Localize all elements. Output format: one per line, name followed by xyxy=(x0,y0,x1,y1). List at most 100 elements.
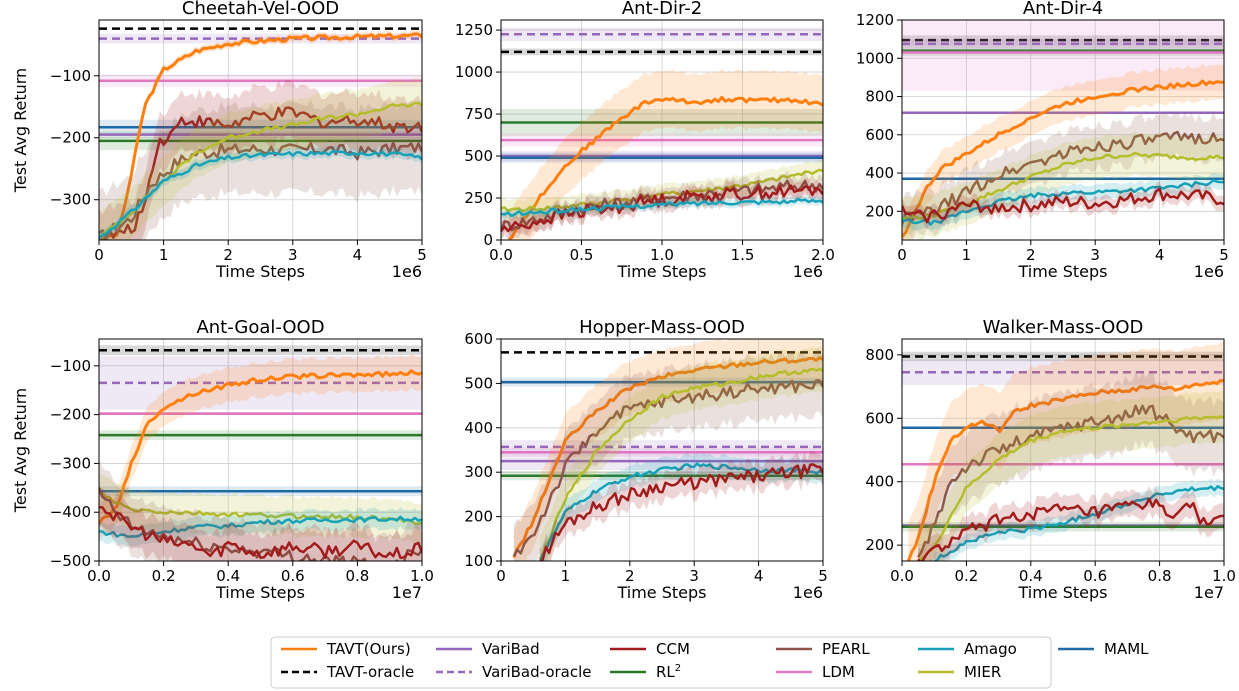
line-ccm xyxy=(501,184,823,233)
x-axis-scale: 1e6 xyxy=(392,262,422,281)
y-tick-label: 100 xyxy=(464,552,493,570)
axes-frame xyxy=(98,338,423,562)
band-mier xyxy=(501,159,823,222)
line-ccm xyxy=(902,187,1224,224)
x-tick-label: 1 xyxy=(159,246,169,264)
x-tick-label: 0.0 xyxy=(87,567,111,585)
chart-title: Ant-Goal-OOD xyxy=(196,317,324,338)
x-tick-label: 4 xyxy=(353,246,363,264)
x-tick-label: 5 xyxy=(1219,246,1229,264)
x-tick-label: 0.2 xyxy=(954,567,978,585)
band-amago xyxy=(99,146,422,240)
legend-label: CCM xyxy=(656,640,690,658)
x-tick-label: 0.0 xyxy=(890,567,914,585)
x-tick-label: 3 xyxy=(288,246,298,264)
y-tick-label: 400 xyxy=(865,473,894,491)
y-tick-label: 300 xyxy=(464,463,493,481)
x-tick-label: 0.8 xyxy=(1148,567,1172,585)
legend-item-tavt-oracle: TAVT-oracle xyxy=(281,663,414,681)
y-tick-label: 600 xyxy=(464,330,493,348)
x-tick-label: 1.0 xyxy=(650,246,674,264)
y-tick-label: 1000 xyxy=(856,49,894,67)
legend-item-pearl: PEARL xyxy=(776,640,870,658)
plot-area xyxy=(501,27,823,240)
plot-area xyxy=(501,339,823,561)
chart-title: Ant-Dir-2 xyxy=(622,0,702,19)
legend-item-ldm: LDM xyxy=(776,663,855,681)
plot-area xyxy=(99,345,422,561)
x-axis-label: Time Steps xyxy=(215,262,305,281)
y-tick-label: 1250 xyxy=(455,21,493,39)
band-ccm xyxy=(902,181,1224,230)
x-tick-label: 0.4 xyxy=(216,567,240,585)
x-tick-label: 0.8 xyxy=(345,567,369,585)
legend-label: TAVT-oracle xyxy=(326,663,414,681)
y-axis-label: Test Avg Return xyxy=(11,388,30,513)
axes-frame xyxy=(901,19,1225,241)
legend-item-varibad-oracle: VariBad-oracle xyxy=(436,663,592,681)
axes-frame xyxy=(901,338,1225,562)
chart-title: Ant-Dir-4 xyxy=(1023,0,1103,19)
line-pearl xyxy=(902,130,1224,225)
y-tick-label: 600 xyxy=(865,126,894,144)
y-tick-label: −200 xyxy=(50,406,91,424)
y-tick-label: 200 xyxy=(464,508,493,526)
band-mier xyxy=(99,473,422,544)
legend-label: TAVT(Ours) xyxy=(326,640,411,658)
chart-title: Cheetah-Vel-OOD xyxy=(182,0,339,19)
line-tavt-ours xyxy=(508,95,823,240)
y-tick-label: 1000 xyxy=(455,63,493,81)
band-ldm xyxy=(902,20,1224,91)
y-tick-label: 200 xyxy=(865,202,894,220)
band-mier xyxy=(902,132,1224,240)
y-tick-label: 400 xyxy=(464,419,493,437)
line-amago xyxy=(99,150,422,240)
x-axis-scale: 1e7 xyxy=(1194,583,1224,602)
y-tick-label: 400 xyxy=(865,164,894,182)
legend-item-varibad: VariBad xyxy=(436,640,540,658)
line-pearl xyxy=(917,404,1224,558)
x-axis-label: Time Steps xyxy=(616,262,706,281)
x-axis-label: Time Steps xyxy=(616,583,706,602)
band-pearl xyxy=(513,349,823,561)
axes-frame xyxy=(500,338,824,562)
legend-label: VariBad-oracle xyxy=(482,663,592,681)
x-tick-label: 0.0 xyxy=(489,246,513,264)
band-mier xyxy=(918,391,1224,561)
y-tick-label: 800 xyxy=(865,346,894,364)
chart-panel-ant-goal-ood: 0.0 0.2 0.4 0.6 0.8 1.0 −500 −400 −300 −200 −100 An… xyxy=(11,317,434,602)
legend-item-amago: Amago xyxy=(918,640,1017,658)
x-tick-label: 0.4 xyxy=(1019,567,1043,585)
band-mier xyxy=(99,78,422,240)
chart-panel-ant-dir-2: 0.0 0.5 1.0 1.5 2.0 0 250 500 750 1000 1250 Ant-Dir… xyxy=(455,0,835,281)
band-pearl xyxy=(99,99,422,240)
chart-title: Hopper-Mass-OOD xyxy=(579,317,745,338)
x-axis-scale: 1e6 xyxy=(793,262,823,281)
band-tavt-ours xyxy=(509,68,823,240)
y-tick-label: −100 xyxy=(50,67,91,85)
x-tick-label: 4 xyxy=(754,567,764,585)
x-axis-label: Time Steps xyxy=(1017,262,1107,281)
y-tick-label: 500 xyxy=(464,374,493,392)
line-ccm xyxy=(917,497,1224,561)
x-tick-label: 2 xyxy=(625,567,635,585)
x-tick-label: 0.6 xyxy=(281,567,305,585)
x-tick-label: 1 xyxy=(561,567,571,585)
x-axis-label: Time Steps xyxy=(215,583,305,602)
legend-item-tavt-ours: TAVT(Ours) xyxy=(281,640,411,658)
line-ccm xyxy=(539,463,823,561)
legend-label: PEARL xyxy=(822,640,870,658)
x-axis-scale: 1e7 xyxy=(392,583,422,602)
y-tick-label: 1200 xyxy=(856,11,894,29)
x-tick-label: 0.2 xyxy=(152,567,176,585)
y-tick-label: −300 xyxy=(50,454,91,472)
band-ccm xyxy=(99,487,422,561)
x-tick-label: 5 xyxy=(417,246,427,264)
x-tick-label: 0 xyxy=(897,246,907,264)
y-tick-label: −300 xyxy=(50,191,91,209)
chart-panel-ant-dir-4: 0 1 2 3 4 5 200 400 600 800 1000 1200 Ant-Dir-4 Time … xyxy=(856,0,1229,281)
legend-label: LDM xyxy=(822,663,855,681)
y-tick-label: −100 xyxy=(50,357,91,375)
y-tick-label: 600 xyxy=(865,409,894,427)
